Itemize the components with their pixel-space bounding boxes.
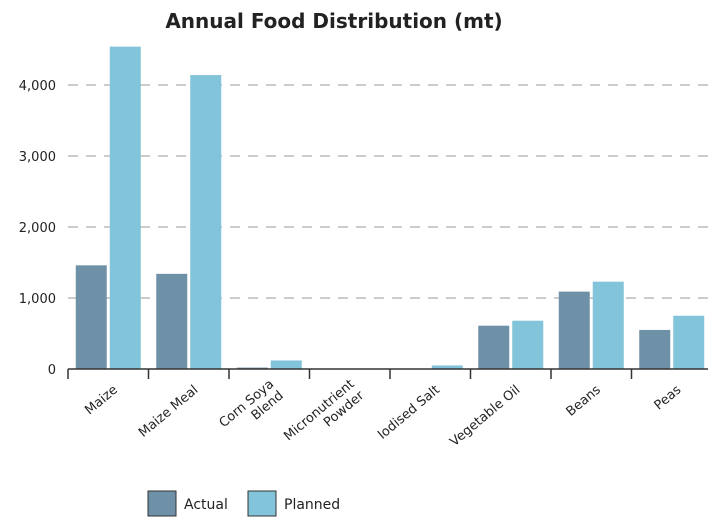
x-tick-label: Maize	[82, 383, 120, 419]
y-tick-label: 4,000	[19, 79, 56, 94]
x-tick-label: MicronutrientPowder	[281, 376, 367, 455]
bar-planned	[109, 46, 141, 369]
x-tick-label: Peas	[652, 382, 685, 413]
bar-actual	[75, 265, 107, 369]
legend-swatch-actual	[147, 490, 177, 517]
bar-actual	[156, 273, 188, 369]
y-tick-label: 1,000	[19, 292, 56, 307]
y-tick-label: 2,000	[19, 221, 56, 236]
legend-label-actual: Actual	[184, 497, 228, 513]
bars	[75, 46, 705, 369]
x-tick-label: Corn SoyaBlend	[217, 377, 287, 443]
bar-actual	[558, 291, 590, 369]
y-tick-label: 3,000	[19, 150, 56, 165]
legend-swatch-planned	[247, 490, 277, 517]
bar-planned	[592, 281, 624, 369]
bar-planned	[190, 75, 222, 369]
bar-actual	[478, 325, 510, 369]
bar-planned	[673, 315, 705, 369]
x-tick-label: Beans	[564, 382, 604, 419]
x-tick-label: Vegetable Oil	[447, 383, 523, 450]
chart-title: Annual Food Distribution (mt)	[165, 9, 502, 33]
legend: Actual Planned	[147, 490, 340, 517]
x-tick-label: Maize Meal	[136, 383, 201, 441]
bar-planned	[431, 365, 463, 369]
y-tick-label: 0	[48, 363, 56, 378]
bar-planned	[512, 320, 544, 369]
gridlines	[68, 84, 708, 299]
x-tick-label: Iodised Salt	[375, 383, 443, 443]
bar-planned	[270, 360, 302, 369]
legend-label-planned: Planned	[284, 497, 340, 513]
bar-actual	[639, 329, 671, 369]
